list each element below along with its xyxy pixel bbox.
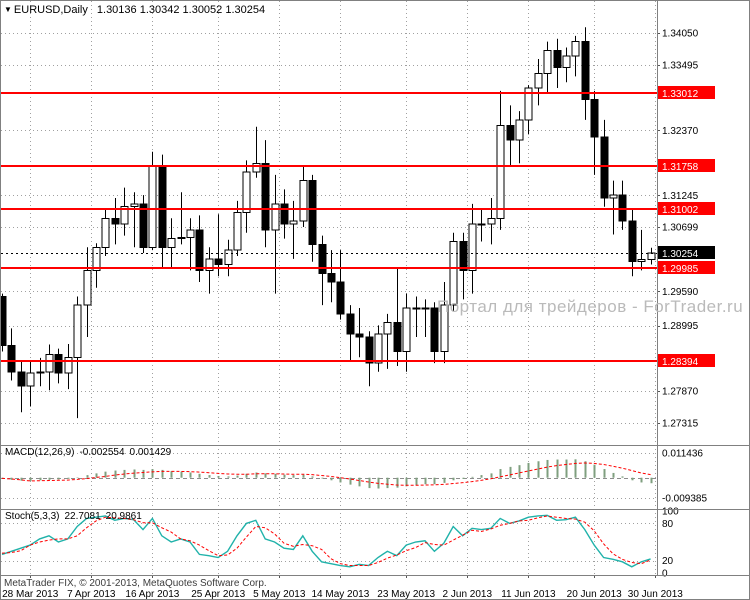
svg-text:1.31002: 1.31002	[662, 205, 699, 216]
macd-name: MACD(12,26,9)	[5, 447, 75, 458]
svg-text:80: 80	[662, 519, 674, 530]
svg-text:20 Jun 2013: 20 Jun 2013	[567, 589, 622, 600]
svg-text:1.30699: 1.30699	[662, 223, 699, 234]
svg-text:5 May 2013: 5 May 2013	[253, 589, 306, 600]
stoch-value-main: 22.7081	[64, 511, 101, 522]
svg-text:1.29985: 1.29985	[662, 264, 699, 275]
svg-text:20: 20	[662, 556, 674, 567]
svg-text:11 Jun 2013: 11 Jun 2013	[501, 589, 556, 600]
svg-text:2 Jun 2013: 2 Jun 2013	[443, 589, 493, 600]
symbol-period-label: EURUSD,Daily	[13, 4, 88, 16]
svg-text:1.27870: 1.27870	[662, 386, 699, 397]
svg-text:25 Apr 2013: 25 Apr 2013	[191, 589, 245, 600]
fortrader-watermark: Портал для трейдеров - ForTrader.ru	[437, 297, 744, 316]
symbol-marker-icon: ▼	[4, 5, 12, 14]
macd-value-main: -0.002554	[79, 447, 125, 458]
svg-text:-0.009385: -0.009385	[662, 494, 707, 505]
svg-text:28 Mar 2013: 28 Mar 2013	[2, 589, 59, 600]
svg-text:1.33012: 1.33012	[662, 89, 699, 100]
stoch-indicator-label: Stoch(5,3,3) 22.7081 20.9861	[5, 511, 147, 522]
svg-text:23 May 2013: 23 May 2013	[377, 589, 435, 600]
svg-text:1.31245: 1.31245	[662, 191, 699, 202]
copyright-text: MetaTrader FIX, © 2001-2013, MetaQuotes …	[4, 578, 267, 589]
svg-text:14 May 2013: 14 May 2013	[311, 589, 369, 600]
macd-indicator-label: MACD(12,26,9) -0.002554 0.001429	[5, 447, 176, 458]
svg-text:100: 100	[662, 507, 679, 518]
svg-text:1.33495: 1.33495	[662, 61, 699, 72]
stoch-name: Stoch(5,3,3)	[5, 511, 60, 522]
stoch-value-signal: 20.9861	[105, 511, 142, 522]
svg-text:1.31758: 1.31758	[662, 162, 699, 173]
svg-text:1.27315: 1.27315	[662, 419, 699, 430]
svg-text:7 Apr 2013: 7 Apr 2013	[67, 589, 116, 600]
macd-value-signal: 0.001429	[129, 447, 172, 458]
ohlc-values: 1.30136 1.30342 1.30052 1.30254	[96, 4, 266, 16]
svg-text:0.011436: 0.011436	[662, 448, 703, 459]
svg-text:16 Apr 2013: 16 Apr 2013	[125, 589, 179, 600]
svg-text:0: 0	[662, 569, 668, 580]
svg-text:1.29590: 1.29590	[662, 287, 699, 298]
chart-title: ▼ EURUSD,Daily 1.30136 1.30342 1.30052 1.3…	[4, 4, 265, 16]
svg-text:1.28394: 1.28394	[662, 357, 699, 368]
svg-text:1.34050: 1.34050	[662, 29, 699, 40]
svg-text:1.32370: 1.32370	[662, 126, 699, 137]
svg-text:30 Jun 2013: 30 Jun 2013	[628, 589, 683, 600]
svg-text:1.30254: 1.30254	[662, 249, 699, 260]
svg-text:1.28995: 1.28995	[662, 321, 699, 332]
